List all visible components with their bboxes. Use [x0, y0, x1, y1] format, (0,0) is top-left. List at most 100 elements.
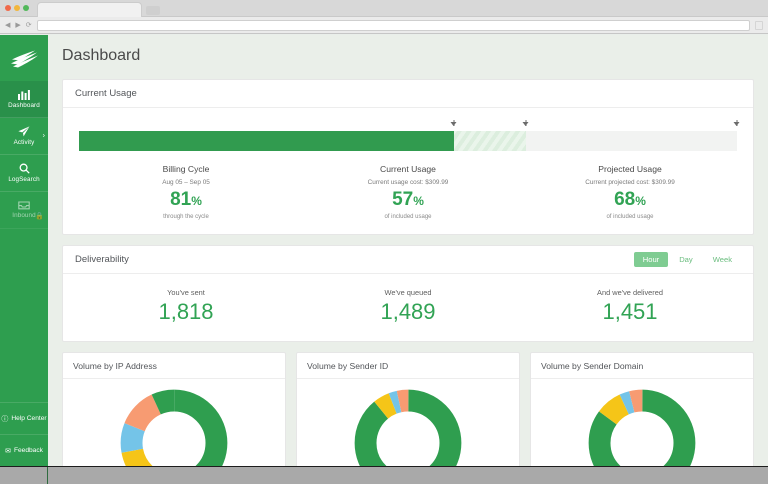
bar-chart-icon [18, 89, 30, 100]
usage-stat-billing-cycle: Billing Cycle Aug 05 – Sep 05 81% throug… [75, 164, 297, 220]
scrollbar-left-gutter [0, 467, 48, 484]
wing-logo-icon [11, 50, 38, 68]
stat-unit: % [191, 194, 202, 208]
chevron-right-icon: › [42, 132, 45, 140]
stat-unit: % [413, 194, 424, 208]
range-option-week[interactable]: Week [712, 255, 732, 264]
stat-number: 68 [614, 189, 636, 210]
current-usage-card: Current Usage B [62, 79, 754, 235]
forward-arrow-icon[interactable]: ▶ [15, 21, 21, 29]
card-title: Volume by Sender Domain [541, 360, 644, 371]
stat-subtitle: Current projected cost: $309.99 [585, 179, 675, 186]
browser-navbar: ◀ ▶ ⟳ [0, 17, 768, 34]
app-logo[interactable] [0, 35, 48, 81]
sidebar-item-inbound[interactable]: Inbound 🔒 [0, 192, 48, 229]
envelope-icon: ✉ [5, 447, 11, 455]
donut-segment [354, 389, 462, 466]
usage-bar-projected-segment [454, 131, 527, 151]
back-arrow-icon[interactable]: ◀ [5, 21, 11, 29]
sidebar-item-label: Activity [13, 139, 35, 146]
donut-chart-svg [354, 389, 462, 466]
stat-footer: of included usage [384, 214, 432, 220]
stat-title: Projected Usage [598, 164, 662, 174]
magnifier-icon [19, 163, 30, 174]
main-content: Dashboard Current Usage [48, 35, 768, 466]
donut-chart-svg [588, 389, 696, 466]
stat-value: 1,818 [158, 299, 214, 324]
stat-label: You've sent [167, 288, 205, 297]
browser-tab[interactable] [37, 2, 142, 17]
usage-progress-bar [79, 120, 740, 152]
browser-titlebar [0, 0, 768, 17]
sidebar-spacer [0, 229, 48, 402]
lock-icon: 🔒 [35, 213, 44, 220]
reload-icon[interactable]: ⟳ [25, 21, 32, 29]
stat-value: 1,489 [380, 299, 436, 324]
sidebar-item-help-center[interactable]: ⓘ Help Center [0, 402, 48, 434]
usage-marker-current [450, 120, 457, 126]
donut-chart-ip-address [63, 379, 285, 466]
minimize-window-button[interactable] [14, 5, 20, 11]
stat-label: We've queued [384, 288, 432, 297]
deliverability-card-header: Deliverability Hour Day Week [63, 246, 753, 274]
stat-title: Current Usage [380, 164, 436, 174]
browser-menu-button[interactable] [755, 20, 763, 30]
paper-plane-icon [18, 126, 30, 137]
deliverability-body: You've sent 1,818 We've queued 1,489 And… [63, 274, 753, 341]
volume-by-sender-id-card: Volume by Sender ID [296, 352, 520, 466]
current-usage-body: Billing Cycle Aug 05 – Sep 05 81% throug… [63, 108, 753, 234]
usage-stats-row: Billing Cycle Aug 05 – Sep 05 81% throug… [75, 164, 741, 220]
sidebar-item-activity[interactable]: Activity › [0, 118, 48, 155]
sidebar-item-label: Inbound [12, 212, 36, 219]
sidebar-item-label: Feedback [13, 447, 43, 454]
donut-segment [120, 389, 228, 466]
stat-number: 81 [170, 189, 192, 210]
stat-value: 1,451 [602, 299, 658, 324]
zoom-window-button[interactable] [23, 5, 29, 11]
card-title: Volume by Sender ID [307, 360, 389, 371]
sidebar-item-dashboard[interactable]: Dashboard [0, 81, 48, 118]
range-option-day[interactable]: Day [679, 255, 693, 264]
current-usage-card-header: Current Usage [63, 80, 753, 108]
question-circle-icon: ⓘ [1, 415, 9, 423]
stat-unit: % [635, 194, 646, 208]
donut-segment [120, 389, 228, 466]
card-header: Volume by Sender Domain [531, 353, 753, 379]
sidebar-item-label: LogSearch [8, 176, 40, 183]
main-sidebar: Dashboard Activity › [0, 35, 48, 466]
donut-segment [120, 389, 228, 466]
usage-marker-limit [733, 120, 740, 126]
deliverability-stat-delivered: And we've delivered 1,451 [519, 288, 741, 325]
stat-subtitle: Aug 05 – Sep 05 [162, 179, 210, 186]
address-bar[interactable] [36, 19, 750, 31]
deliverability-stat-queued: We've queued 1,489 [297, 288, 519, 325]
usage-stat-current-usage: Current Usage Current usage cost: $309.9… [297, 164, 519, 220]
sidebar-item-feedback[interactable]: ✉ Feedback [0, 434, 48, 466]
close-window-button[interactable] [5, 5, 11, 11]
stat-label: And we've delivered [597, 288, 663, 297]
card-title: Deliverability [75, 254, 129, 265]
volume-cards-row: Volume by IP Address Volume by Sender ID [62, 352, 754, 466]
application-root: Dashboard Activity › [0, 35, 768, 466]
horizontal-scrollbar[interactable] [0, 466, 768, 484]
cards-container: Current Usage B [48, 79, 768, 466]
donut-chart-sender-domain [531, 379, 753, 466]
scrollbar-thumb[interactable] [48, 467, 768, 484]
new-tab-button[interactable] [146, 6, 160, 15]
sidebar-item-label: Dashboard [8, 101, 40, 109]
donut-segment [588, 389, 696, 466]
sidebar-item-label: Help Center [11, 415, 47, 422]
window-controls[interactable] [5, 0, 29, 11]
card-title: Volume by IP Address [73, 360, 157, 371]
stat-title: Billing Cycle [162, 164, 210, 174]
range-option-hour[interactable]: Hour [633, 252, 669, 267]
volume-by-ip-address-card: Volume by IP Address [62, 352, 286, 466]
card-header: Volume by Sender ID [297, 353, 519, 379]
page-title: Dashboard [62, 47, 141, 64]
donut-segment [354, 389, 462, 466]
time-range-toggle[interactable]: Hour Day Week [633, 252, 741, 267]
sidebar-item-logsearch[interactable]: LogSearch [0, 155, 48, 192]
stat-value: 57% [297, 188, 519, 213]
stat-subtitle: Current usage cost: $309.99 [367, 179, 449, 186]
